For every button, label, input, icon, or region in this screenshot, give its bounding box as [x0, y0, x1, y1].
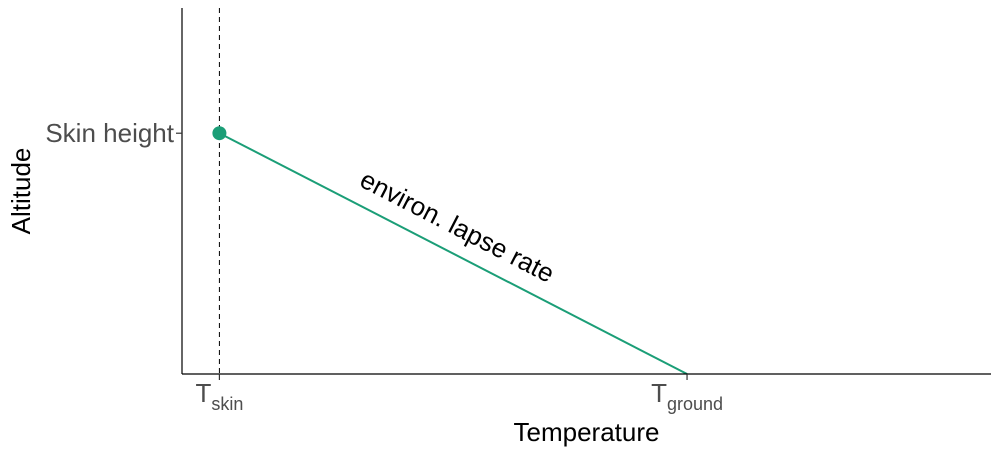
y-axis-title: Altitude [6, 148, 36, 235]
x-tick-label-t-skin-base: T [195, 378, 211, 408]
x-tick-label-t-ground-sub: ground [667, 394, 723, 414]
y-tick-label-skin-height: Skin height [45, 118, 174, 148]
x-tick-label-t-skin: Tskin [195, 378, 243, 414]
x-axis-title: Temperature [514, 417, 660, 447]
x-tick-label-t-ground-base: T [651, 378, 667, 408]
x-tick-label-t-skin-sub: skin [211, 394, 243, 414]
x-tick-label-t-ground: Tground [651, 378, 723, 414]
lapse-rate-line [218, 132, 688, 375]
skin-height-point [212, 126, 227, 141]
